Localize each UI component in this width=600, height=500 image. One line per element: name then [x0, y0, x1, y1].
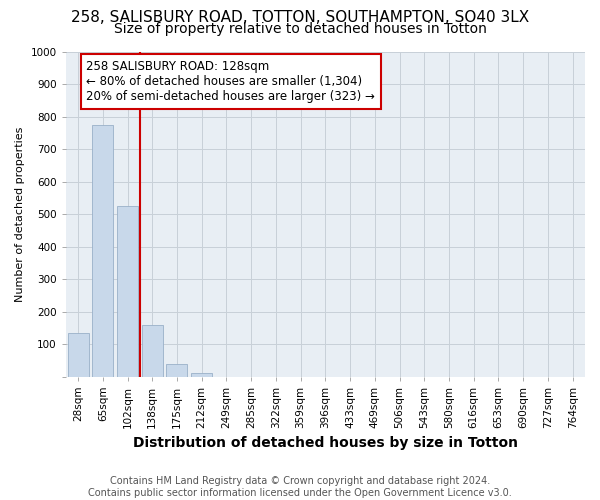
- Bar: [92, 124, 113, 376]
- Y-axis label: Number of detached properties: Number of detached properties: [15, 126, 25, 302]
- Bar: [166, 364, 187, 376]
- Text: 258, SALISBURY ROAD, TOTTON, SOUTHAMPTON, SO40 3LX: 258, SALISBURY ROAD, TOTTON, SOUTHAMPTON…: [71, 10, 529, 25]
- Bar: [142, 324, 163, 376]
- Text: 258 SALISBURY ROAD: 128sqm
← 80% of detached houses are smaller (1,304)
20% of s: 258 SALISBURY ROAD: 128sqm ← 80% of deta…: [86, 60, 376, 102]
- Bar: [117, 206, 138, 376]
- Text: Size of property relative to detached houses in Totton: Size of property relative to detached ho…: [113, 22, 487, 36]
- Text: Contains HM Land Registry data © Crown copyright and database right 2024.
Contai: Contains HM Land Registry data © Crown c…: [88, 476, 512, 498]
- Bar: [191, 374, 212, 376]
- X-axis label: Distribution of detached houses by size in Totton: Distribution of detached houses by size …: [133, 436, 518, 450]
- Bar: [68, 332, 89, 376]
